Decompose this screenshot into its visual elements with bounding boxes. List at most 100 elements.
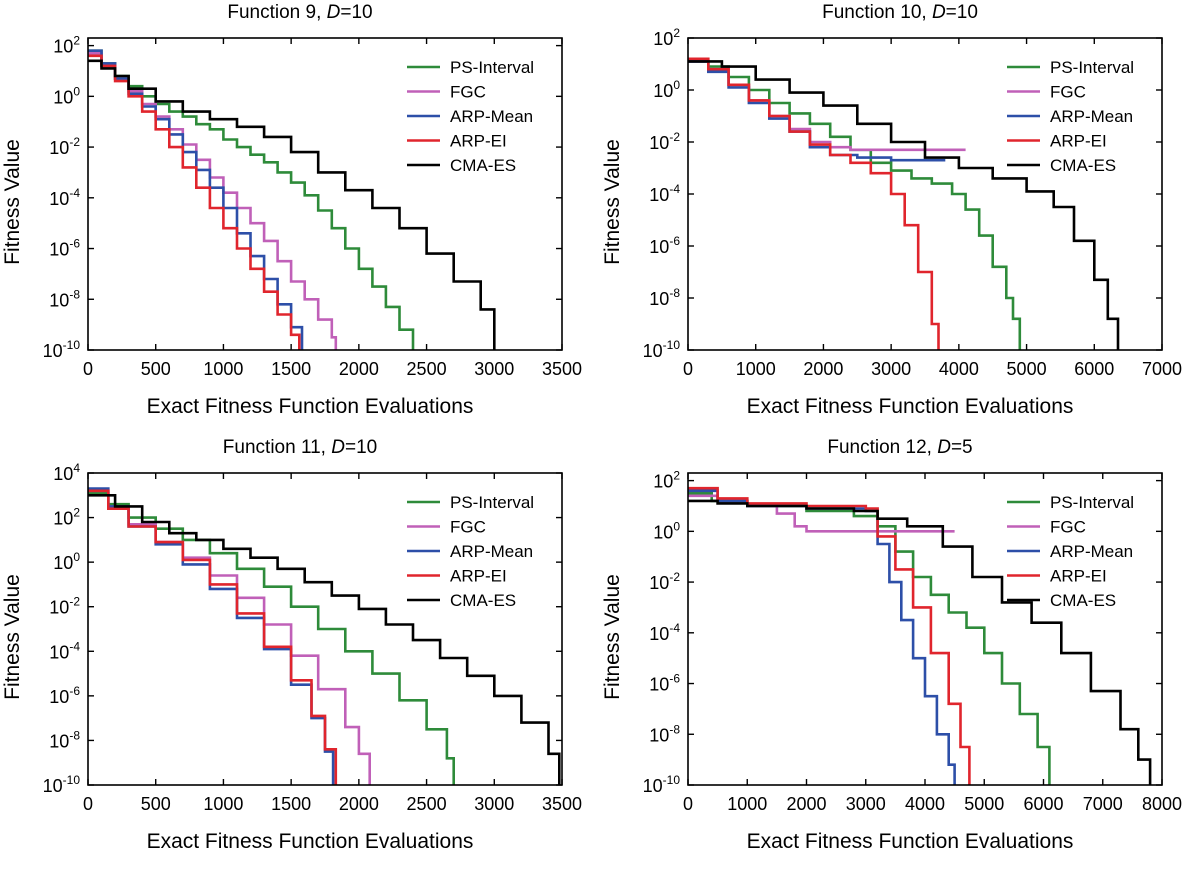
- plot-area-frame: [687, 37, 1163, 351]
- x-tick-label: 1500: [271, 359, 311, 379]
- legend-label-fgc: FGC: [450, 518, 486, 537]
- y-tick-label: 10-4: [49, 186, 80, 209]
- chart-title: Function 10, D=10: [822, 2, 978, 23]
- chart-svg: 0 500 1000 1500 2000 2500 3000 3500 104 102 100 10-…: [43, 461, 582, 814]
- x-axis-label: Exact Fitness Function Evaluations: [146, 830, 474, 853]
- x-tick-label: 4000: [939, 359, 979, 379]
- y-tick-label: 10-4: [49, 639, 80, 662]
- series-line-cma-es: [88, 494, 561, 785]
- y-tick-label: 102: [653, 469, 680, 492]
- chart-title: Function 12, D=5: [827, 437, 973, 458]
- x-tick-label: 3000: [871, 359, 911, 379]
- legend-label-ps-interval: PS-Interval: [1050, 493, 1134, 512]
- y-tick-label: 10-10: [43, 338, 81, 361]
- plot-area-frame: [87, 472, 563, 786]
- y-tick-label: 10-6: [649, 234, 680, 257]
- chart-panel-function-11: Function 11, D=10 Fitness Value Exact Fi…: [0, 435, 600, 870]
- legend-label-cma-es: CMA-ES: [450, 591, 516, 610]
- y-tick-label: 100: [53, 550, 80, 573]
- y-tick-label: 10-8: [649, 286, 680, 309]
- x-tick-label: 1000: [727, 794, 767, 814]
- x-tick-label: 7000: [1083, 794, 1123, 814]
- legend-label-fgc: FGC: [1050, 518, 1086, 537]
- x-tick-label: 0: [83, 359, 93, 379]
- x-tick-label: 2000: [786, 794, 826, 814]
- chart-svg: 0 1000 2000 3000 4000 5000 6000 7000 8000 102 100 1…: [643, 469, 1182, 814]
- series-line-arp-mean: [88, 487, 335, 785]
- chart-panel-function-12: Function 12, D=5 Fitness Value Exact Fit…: [600, 435, 1200, 870]
- series-line-fgc: [88, 51, 338, 350]
- y-tick-label: 10-2: [649, 570, 680, 593]
- y-tick-label: 10-8: [49, 287, 80, 310]
- chart-title: Function 11, D=10: [222, 437, 378, 458]
- y-tick-label: 102: [53, 34, 80, 57]
- x-tick-label: 3500: [542, 794, 582, 814]
- y-tick-label: 10-10: [643, 338, 681, 361]
- legend-label-cma-es: CMA-ES: [1050, 591, 1116, 610]
- y-tick-label: 10-6: [49, 684, 80, 707]
- y-tick-label: 10-8: [49, 728, 80, 751]
- x-tick-label: 5000: [964, 794, 1004, 814]
- series-line-cma-es: [88, 59, 496, 350]
- x-tick-label: 0: [83, 794, 93, 814]
- y-tick-label: 102: [653, 26, 680, 49]
- x-tick-label: 7000: [1142, 359, 1182, 379]
- y-tick-label: 10-6: [49, 237, 80, 260]
- y-tick-label: 10-2: [49, 595, 80, 618]
- legend-label-cma-es: CMA-ES: [450, 156, 516, 175]
- x-tick-label: 6000: [1074, 359, 1114, 379]
- y-tick-label: 10-4: [649, 182, 680, 205]
- series-line-arp-mean: [688, 489, 956, 785]
- legend-label-ps-interval: PS-Interval: [450, 58, 534, 77]
- chart-panel-function-9: Function 9, D=10 Fitness Value Exact Fit…: [0, 0, 600, 435]
- y-tick-label: 100: [653, 519, 680, 542]
- series-line-arp-ei: [688, 486, 971, 785]
- x-axis-label: Exact Fitness Function Evaluations: [746, 395, 1074, 418]
- series-line-arp-ei: [688, 57, 940, 350]
- legend-label-fgc: FGC: [1050, 83, 1086, 102]
- series-line-cma-es: [688, 60, 1120, 350]
- y-tick-label: 10-6: [649, 672, 680, 695]
- x-tick-label: 2500: [407, 794, 447, 814]
- legend-label-arp-mean: ARP-Mean: [450, 542, 533, 561]
- chart-panel-function-10: Function 10, D=10 Fitness Value Exact Fi…: [600, 0, 1200, 435]
- y-tick-label: 10-4: [649, 621, 680, 644]
- x-tick-label: 5000: [1007, 359, 1047, 379]
- y-tick-label: 102: [53, 506, 80, 529]
- x-tick-label: 6000: [1023, 794, 1063, 814]
- legend-label-arp-ei: ARP-EI: [1050, 132, 1107, 151]
- y-tick-label: 104: [53, 461, 80, 484]
- series-line-arp-ei: [88, 54, 301, 350]
- y-tick-label: 10-2: [649, 130, 680, 153]
- x-tick-label: 0: [683, 794, 693, 814]
- x-tick-label: 4000: [905, 794, 945, 814]
- x-tick-label: 8000: [1142, 794, 1182, 814]
- x-tick-label: 2000: [339, 359, 379, 379]
- x-axis-label: Exact Fitness Function Evaluations: [146, 395, 474, 418]
- x-tick-label: 3000: [474, 359, 514, 379]
- y-tick-label: 10-8: [649, 722, 680, 745]
- series-line-ps-interval: [688, 60, 1022, 350]
- x-tick-label: 500: [141, 359, 171, 379]
- x-tick-label: 1000: [203, 359, 243, 379]
- chart-title: Function 9, D=10: [227, 2, 373, 23]
- legend-label-fgc: FGC: [450, 83, 486, 102]
- y-tick-label: 10-2: [49, 135, 80, 158]
- chart-svg: 0 500 1000 1500 2000 2500 3000 3500 102 100 10-2 10…: [43, 34, 582, 379]
- x-tick-label: 500: [141, 794, 171, 814]
- legend-label-arp-mean: ARP-Mean: [450, 107, 533, 126]
- y-tick-label: 100: [53, 84, 80, 107]
- legend-label-arp-ei: ARP-EI: [1050, 567, 1107, 586]
- series-line-arp-mean: [88, 49, 304, 350]
- x-tick-label: 1000: [203, 794, 243, 814]
- series-line-ps-interval: [688, 492, 1051, 785]
- x-tick-label: 3500: [542, 359, 582, 379]
- series-line-fgc: [88, 489, 371, 785]
- legend-label-cma-es: CMA-ES: [1050, 156, 1116, 175]
- x-tick-label: 2500: [407, 359, 447, 379]
- legend-label-arp-mean: ARP-Mean: [1050, 107, 1133, 126]
- x-tick-label: 2000: [339, 794, 379, 814]
- series-line-cma-es: [688, 499, 1152, 785]
- legend-label-ps-interval: PS-Interval: [450, 493, 534, 512]
- plot-area-frame: [87, 37, 563, 351]
